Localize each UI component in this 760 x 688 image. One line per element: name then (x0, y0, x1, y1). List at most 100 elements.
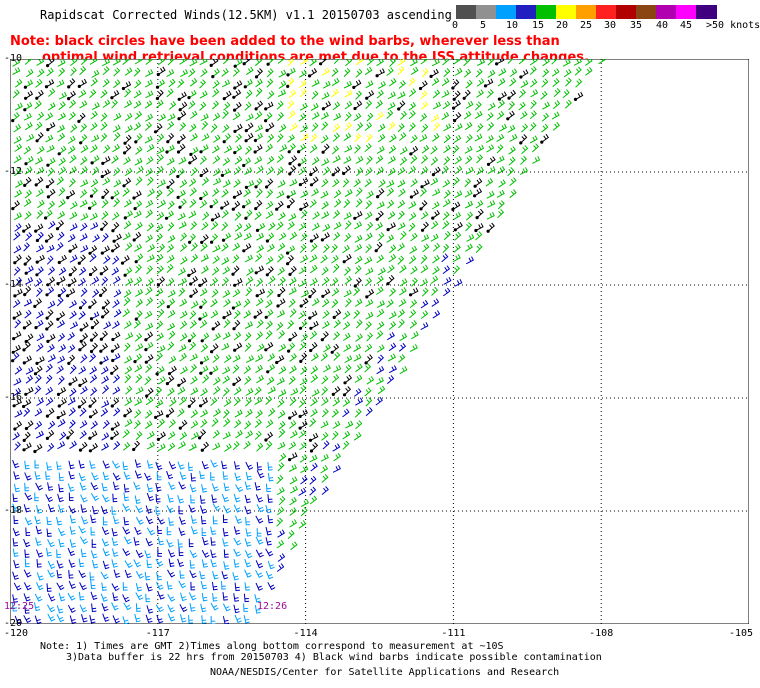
quality-flag-circle (156, 437, 160, 441)
wind-barb (12, 432, 20, 441)
wind-barb (224, 443, 232, 452)
wind-barb (377, 385, 386, 395)
quality-flag-circle (56, 392, 61, 396)
wind-barb (156, 99, 164, 109)
wind-barb (124, 418, 133, 428)
wind-barb (398, 342, 407, 352)
quality-flag-circle (309, 183, 314, 187)
quality-flag-circle (67, 85, 71, 89)
quality-flag-circle (155, 85, 160, 89)
wind-barb (179, 298, 188, 307)
wind-barb (91, 603, 97, 613)
wind-barb (79, 482, 87, 491)
wind-barb (212, 68, 220, 77)
wind-barb (199, 429, 207, 439)
wind-barb (145, 614, 153, 624)
wind-barb (24, 166, 33, 175)
wind-barb (443, 134, 451, 144)
wind-barb (24, 355, 32, 364)
wind-barb (102, 177, 111, 186)
wind-barb (146, 583, 153, 592)
wind-barb (289, 265, 297, 275)
wind-barb (135, 298, 143, 308)
wind-barb (180, 592, 187, 602)
wind-barb (387, 264, 395, 274)
wind-barb (354, 298, 363, 307)
wind-barb (113, 569, 121, 578)
quality-flag-circle (199, 371, 203, 375)
wind-barb (377, 123, 386, 132)
wind-barb (180, 256, 188, 265)
wind-barb (89, 353, 97, 363)
wind-barb (101, 432, 110, 441)
wind-barb (464, 189, 473, 198)
wind-barb (310, 374, 318, 383)
wind-barb (310, 397, 318, 407)
quality-flag-circle (242, 249, 246, 253)
wind-barb (200, 113, 209, 122)
wind-barb (421, 234, 430, 242)
wind-barb (232, 441, 240, 451)
wind-barb (266, 243, 275, 253)
wind-barb (332, 101, 341, 111)
quality-flag-circle (101, 195, 105, 199)
quality-flag-circle (57, 260, 61, 265)
wind-barb (89, 366, 98, 375)
wind-barb (353, 432, 362, 441)
wind-barb (145, 286, 153, 296)
wind-barb (309, 68, 318, 77)
wind-barb (113, 132, 121, 142)
wind-barb (57, 231, 65, 241)
wind-barb (102, 66, 110, 76)
wind-barb (188, 443, 197, 451)
wind-barb (410, 331, 419, 340)
wind-barb (155, 352, 163, 362)
wind-barb (124, 88, 132, 98)
wind-barb (102, 168, 111, 177)
wind-barb (113, 233, 122, 242)
quality-flag-circle (365, 295, 369, 299)
quality-flag-circle (265, 239, 269, 243)
wind-barb (443, 231, 451, 241)
wind-barb (420, 59, 428, 65)
wind-barb (68, 99, 77, 109)
wind-barb (144, 79, 153, 88)
wind-barb (399, 278, 408, 287)
quality-flag-circle (353, 106, 357, 111)
wind-barb (408, 165, 417, 175)
wind-barb (200, 397, 209, 407)
wind-barb (232, 254, 240, 264)
quality-flag-circle (242, 62, 246, 66)
wind-barb (387, 155, 396, 164)
quality-flag-circle (122, 184, 126, 188)
wind-barb (201, 332, 210, 342)
wind-barb (157, 516, 165, 525)
wind-barb (37, 231, 44, 241)
wind-barb (146, 460, 154, 469)
wind-barb (387, 199, 395, 209)
wind-barb (298, 113, 307, 122)
wind-barb (498, 123, 507, 132)
wind-barb (288, 213, 297, 221)
wind-barb (353, 79, 362, 88)
wind-barb (254, 482, 261, 491)
wind-barb (454, 231, 462, 241)
wind-barb (14, 319, 22, 329)
wind-barb (277, 242, 286, 252)
wind-barb (299, 88, 307, 98)
wind-barb (156, 366, 165, 375)
wind-barb (354, 133, 362, 143)
wind-barb (376, 286, 384, 295)
wind-barb (102, 613, 110, 622)
wind-barb (585, 59, 593, 66)
quality-flag-circle (68, 273, 72, 277)
longitude-label: -108 (589, 628, 614, 639)
quality-flag-circle (264, 348, 268, 352)
wind-barb (156, 320, 164, 330)
wind-barb (245, 461, 254, 470)
quality-flag-circle (57, 152, 61, 156)
wind-barb (169, 365, 177, 375)
wind-barb (79, 189, 88, 198)
wind-barb (332, 443, 341, 452)
wind-barb (210, 277, 219, 286)
